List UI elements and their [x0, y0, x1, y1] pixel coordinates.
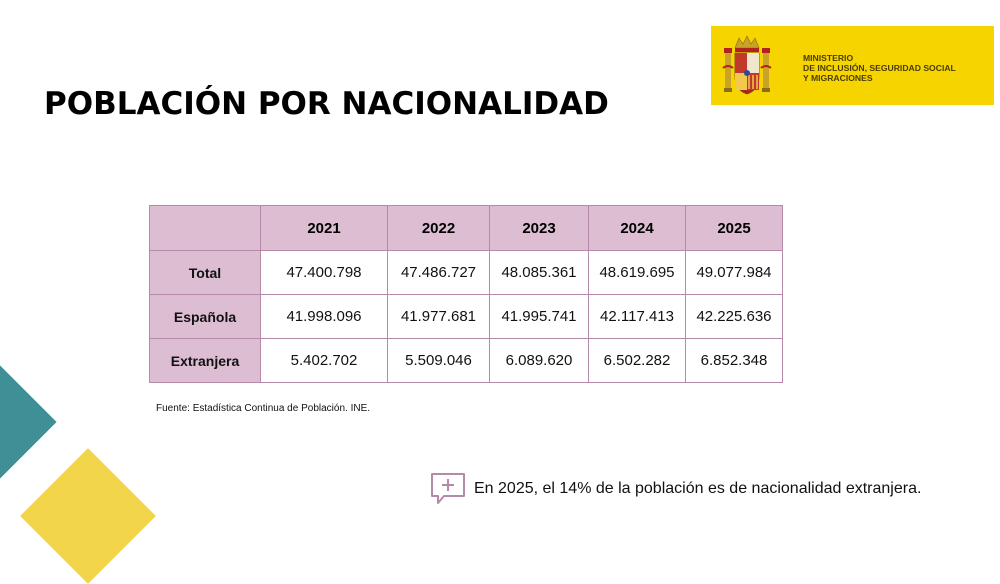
table-row: Española 41.998.096 41.977.681 41.995.74… — [149, 294, 783, 339]
ministry-logo: MINISTERIO DE INCLUSIÓN, SEGURIDAD SOCIA… — [711, 26, 994, 105]
page-title: POBLACIÓN POR NACIONALIDAD — [44, 86, 609, 122]
table-cell: 42.117.413 — [588, 294, 686, 339]
table-cell: 48.619.695 — [588, 250, 686, 295]
ministry-name-line-2: DE INCLUSIÓN, SEGURIDAD SOCIAL — [803, 63, 956, 73]
header-cell-empty — [149, 205, 261, 251]
callout-text: En 2025, el 14% de la población es de na… — [474, 480, 922, 497]
header-cell-year: 2025 — [685, 205, 783, 251]
ministry-name: MINISTERIO DE INCLUSIÓN, SEGURIDAD SOCIA… — [803, 53, 956, 83]
header-cell-year: 2023 — [489, 205, 589, 251]
header-cell-year: 2021 — [260, 205, 388, 251]
table-cell: 6.852.348 — [685, 338, 783, 383]
header-cell-year: 2024 — [588, 205, 686, 251]
table-cell: 48.085.361 — [489, 250, 589, 295]
table-cell: 47.486.727 — [387, 250, 490, 295]
table-cell: 6.089.620 — [489, 338, 589, 383]
decorative-teal-shape — [0, 365, 57, 479]
speech-bubble-plus-icon — [431, 473, 465, 504]
row-label: Total — [149, 250, 261, 295]
population-table: 2021 2022 2023 2024 2025 Total 47.400.79… — [149, 205, 783, 383]
table-cell: 6.502.282 — [588, 338, 686, 383]
ministry-name-line-1: MINISTERIO — [803, 53, 854, 63]
table-row: Total 47.400.798 47.486.727 48.085.361 4… — [149, 250, 783, 295]
decorative-yellow-shape — [20, 448, 156, 584]
source-note: Fuente: Estadística Continua de Població… — [156, 403, 371, 414]
table-cell: 41.977.681 — [387, 294, 490, 339]
table-cell: 41.995.741 — [489, 294, 589, 339]
table-cell: 47.400.798 — [260, 250, 388, 295]
table-header-row: 2021 2022 2023 2024 2025 — [149, 205, 783, 251]
table-cell: 5.509.046 — [387, 338, 490, 383]
table-cell: 49.077.984 — [685, 250, 783, 295]
table-cell: 42.225.636 — [685, 294, 783, 339]
ministry-name-line-3: Y MIGRACIONES — [803, 73, 873, 83]
row-label: Española — [149, 294, 261, 339]
coat-of-arms-icon — [722, 35, 772, 95]
header-cell-year: 2022 — [387, 205, 490, 251]
row-label: Extranjera — [149, 338, 261, 383]
table-row: Extranjera 5.402.702 5.509.046 6.089.620… — [149, 338, 783, 383]
table-cell: 5.402.702 — [260, 338, 388, 383]
table-cell: 41.998.096 — [260, 294, 388, 339]
